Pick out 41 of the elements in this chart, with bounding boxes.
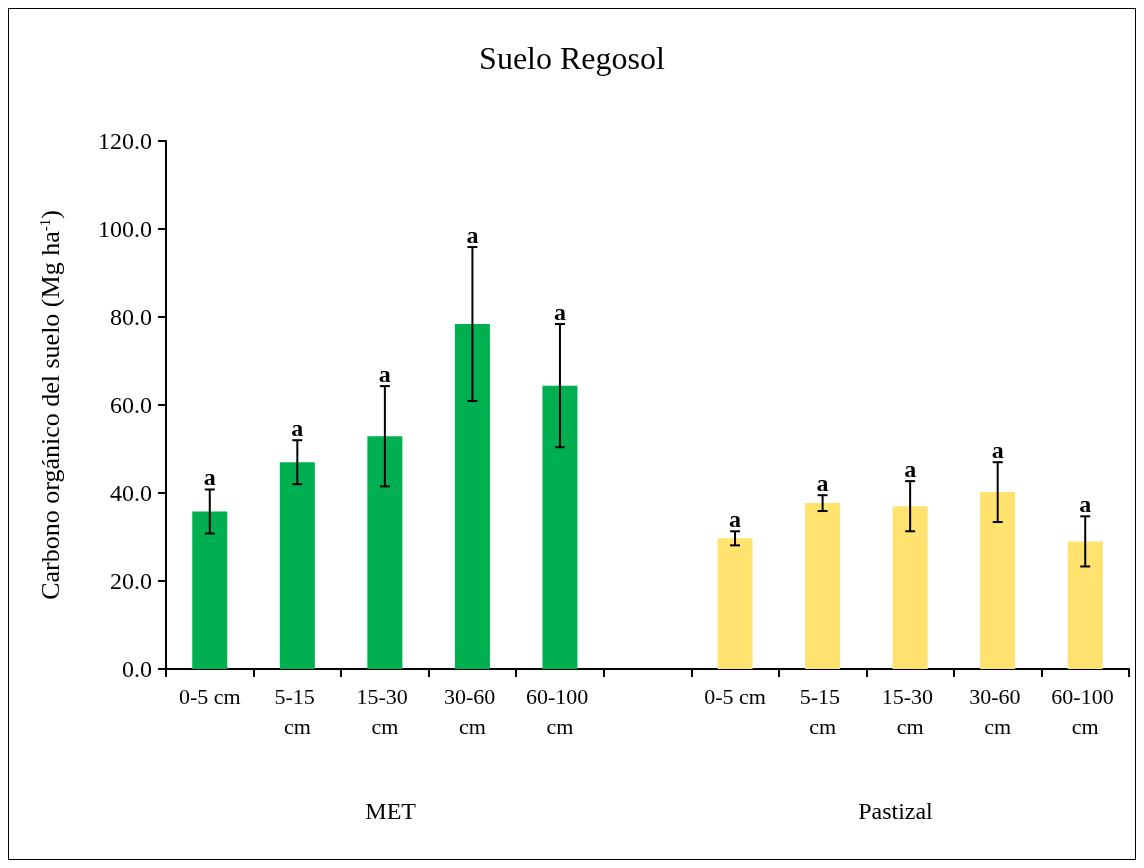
x-tick-label: 15-30 cm bbox=[356, 683, 414, 739]
x-tick-label: 0-5 cm bbox=[178, 683, 241, 709]
bar bbox=[980, 492, 1016, 669]
data-label: a bbox=[904, 456, 917, 483]
data-label: a bbox=[729, 506, 742, 533]
data-label: a bbox=[291, 415, 304, 442]
x-tick-label: 15-30 cm bbox=[881, 683, 939, 739]
data-label: a bbox=[378, 361, 391, 388]
data-label: a bbox=[466, 222, 479, 249]
data-label: a bbox=[553, 299, 566, 326]
x-tick-label: 60-100 cm bbox=[1051, 683, 1120, 739]
bar bbox=[805, 503, 841, 669]
data-label: a bbox=[991, 437, 1004, 464]
y-tick-label: 80.0 bbox=[110, 304, 152, 330]
text: MET bbox=[365, 798, 417, 824]
x-tick-label: 30-60 cm bbox=[969, 683, 1027, 739]
x-tick-label: 60-100 cm bbox=[526, 683, 594, 739]
chart-title: Suelo Regosol bbox=[479, 40, 665, 76]
data-label: a bbox=[1079, 491, 1092, 518]
bar bbox=[892, 506, 928, 669]
y-tick-label: 60.0 bbox=[110, 392, 152, 418]
y-tick-label: 100.0 bbox=[98, 216, 152, 242]
bar bbox=[454, 324, 490, 669]
y-tick-label: 0.0 bbox=[122, 656, 152, 682]
x-tick-label: 5-15 cm bbox=[274, 683, 321, 739]
data-label: a bbox=[816, 470, 829, 497]
x-tick-label: 30-60 cm bbox=[444, 683, 501, 739]
bar bbox=[279, 462, 315, 669]
y-tick-label: 40.0 bbox=[110, 480, 152, 506]
x-tick-label: 0-5 cm bbox=[704, 683, 766, 709]
text: Pastizal bbox=[858, 798, 934, 824]
x-tick-label: 5-15 cm bbox=[799, 683, 846, 739]
bar bbox=[192, 511, 228, 669]
bar bbox=[1067, 541, 1103, 669]
y-tick-label: 20.0 bbox=[110, 568, 152, 594]
bar bbox=[717, 538, 753, 669]
bar bbox=[542, 385, 578, 669]
data-label: a bbox=[203, 464, 216, 491]
y-tick-label: 120.0 bbox=[98, 128, 152, 154]
y-axis-title: Carbono orgánico del suelo (Mg ha-1) bbox=[36, 210, 65, 600]
bar bbox=[367, 436, 403, 669]
